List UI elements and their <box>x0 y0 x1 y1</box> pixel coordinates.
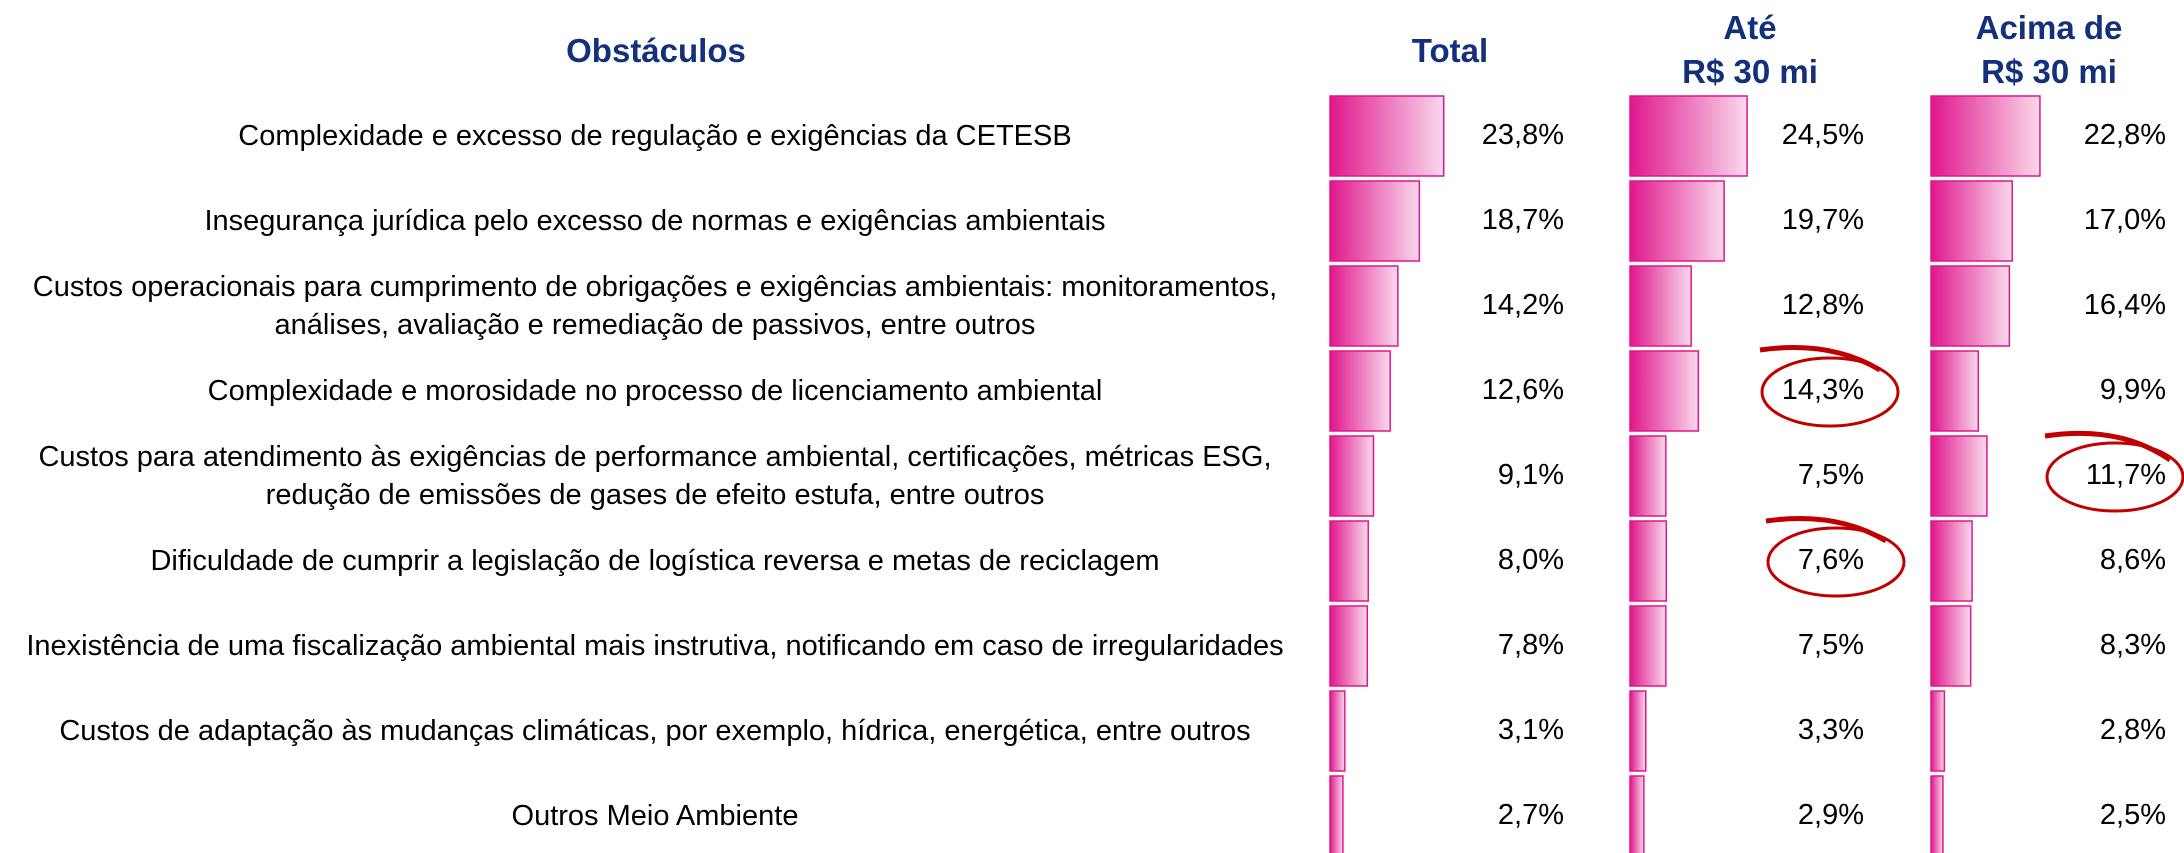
bar <box>1930 690 1946 772</box>
value-label: 12,8% <box>1781 289 1864 321</box>
value-label: 7,5% <box>1797 629 1864 661</box>
bar <box>1629 605 1667 687</box>
highlight-circle <box>2045 441 2184 513</box>
bar <box>1930 605 1972 687</box>
bar <box>1629 435 1667 517</box>
category-label: Custos de adaptação às mudanças climátic… <box>59 715 1251 747</box>
category-label: Custos para atendimento às exigências de… <box>38 441 1272 511</box>
value-label: 7,6% <box>1797 544 1864 576</box>
value-label: 14,3% <box>1781 374 1864 406</box>
bar <box>1629 690 1647 772</box>
bar <box>1930 95 2041 177</box>
value-label: 2,7% <box>1497 799 1564 831</box>
value-label: 17,0% <box>2083 204 2166 236</box>
value-label: 12,6% <box>1481 374 1564 406</box>
bar <box>1930 350 1980 432</box>
value-label: 8,3% <box>2099 629 2166 661</box>
bar <box>1329 350 1391 432</box>
value-label: 19,7% <box>1781 204 1864 236</box>
value-label: 8,0% <box>1497 544 1564 576</box>
bar <box>1930 265 2011 347</box>
highlight-tail <box>1765 516 1888 544</box>
bar <box>1930 520 1973 602</box>
value-label: 2,5% <box>2099 799 2166 831</box>
bar <box>1629 775 1645 853</box>
column-header: Total <box>1411 32 1489 69</box>
value-label: 2,9% <box>1797 799 1864 831</box>
category-label: Inexistência de uma fiscalização ambient… <box>26 630 1284 662</box>
category-label: Custos operacionais para cumprimento de … <box>32 271 1278 341</box>
value-label: 7,8% <box>1497 629 1564 661</box>
category-label: Complexidade e morosidade no processo de… <box>207 375 1103 407</box>
value-label: 2,8% <box>2099 714 2166 746</box>
bar <box>1930 180 2013 262</box>
category-label: Dificuldade de cumprir a legislação de l… <box>150 545 1160 577</box>
bar <box>1329 265 1399 347</box>
category-label: Insegurança jurídica pelo excesso de nor… <box>204 205 1106 237</box>
value-label: 11,7% <box>2085 459 2166 491</box>
category-label: Outros Meio Ambiente <box>511 800 799 832</box>
bar <box>1629 95 1748 177</box>
bar <box>1629 265 1692 347</box>
highlight-tail <box>2044 430 2172 463</box>
value-label: 14,2% <box>1481 289 1564 321</box>
bar <box>1629 180 1725 262</box>
bar <box>1930 435 1988 517</box>
bar <box>1329 180 1421 262</box>
value-label: 9,1% <box>1497 459 1564 491</box>
value-label: 16,4% <box>2083 289 2166 321</box>
bar <box>1930 775 1944 853</box>
highlight-tail <box>1759 345 1882 373</box>
bar <box>1629 350 1700 432</box>
highlight-circles <box>1759 345 2184 598</box>
category-label: Complexidade e excesso de regulação e ex… <box>238 120 1072 152</box>
value-label: 9,9% <box>2099 374 2166 406</box>
value-label: 23,8% <box>1481 119 1564 151</box>
bar <box>1329 435 1375 517</box>
value-label: 8,6% <box>2099 544 2166 576</box>
column-header: Até R$ 30 mi <box>1682 9 1818 90</box>
value-label: 3,1% <box>1497 714 1564 746</box>
value-label: 22,8% <box>2083 119 2166 151</box>
value-label: 3,3% <box>1797 714 1864 746</box>
column-header: Acima de R$ 30 mi <box>1975 9 2123 90</box>
bar <box>1329 775 1344 853</box>
highlight-circle <box>1760 356 1900 428</box>
bar <box>1629 520 1668 602</box>
value-label: 24,5% <box>1781 119 1864 151</box>
bar <box>1329 605 1369 687</box>
bar <box>1329 95 1445 177</box>
value-label: 18,7% <box>1481 204 1564 236</box>
value-label: 7,5% <box>1797 459 1864 491</box>
bar <box>1329 690 1346 772</box>
column-header: Obstáculos <box>566 32 746 69</box>
bar <box>1329 520 1369 602</box>
highlight-circle <box>1766 526 1906 598</box>
